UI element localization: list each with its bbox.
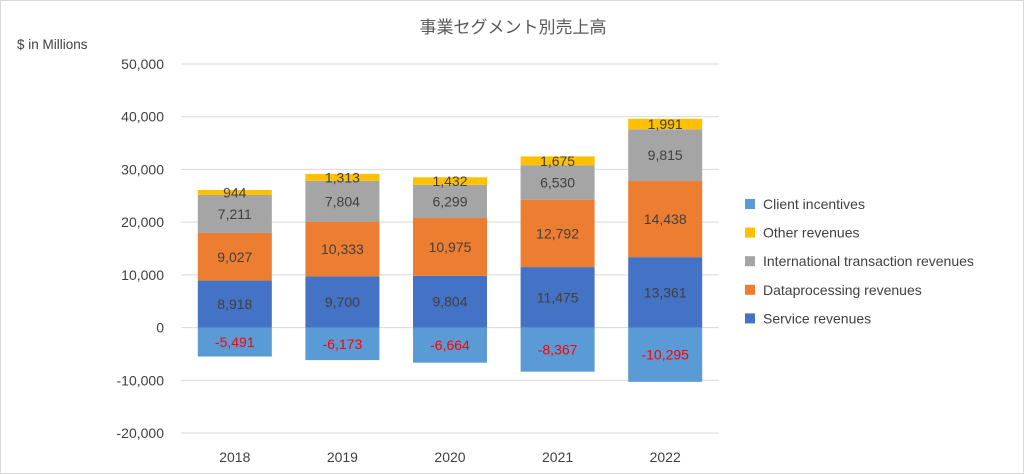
bar-segment [305, 173, 380, 181]
data-label: 1,432 [432, 173, 467, 189]
bar-segment [413, 184, 487, 219]
data-label: 8,918 [217, 296, 252, 312]
data-label: 13,361 [644, 284, 687, 300]
legend-swatch [745, 227, 755, 238]
legend-label: Service revenues [763, 310, 871, 326]
bar-segment [413, 327, 487, 363]
data-label: 1,313 [325, 169, 360, 185]
bar-segment [520, 199, 595, 268]
data-label: 10,975 [429, 239, 472, 255]
bar-segment [520, 267, 595, 328]
bar-segment [520, 327, 595, 372]
data-label: 7,804 [325, 193, 360, 209]
x-tick-label: 2019 [327, 449, 358, 465]
y-tick-label: -20,000 [117, 425, 165, 441]
legend-swatch [745, 199, 755, 209]
y-tick-label: 30,000 [121, 161, 164, 177]
bar-segment [413, 275, 487, 328]
bar-segment [628, 257, 703, 328]
bar-segment [305, 221, 380, 277]
y-tick-label: 20,000 [121, 214, 164, 230]
y-tick-label: -10,000 [117, 372, 165, 388]
y-tick-label: 0 [156, 320, 164, 336]
bar-segment [413, 218, 487, 276]
x-tick-label: 2018 [219, 449, 250, 465]
y-axis-ticks: -20,000 -10,000 0 10,000 20,000 30,000 40,000 5… [117, 56, 165, 441]
x-tick-label: 2022 [650, 449, 681, 465]
y-axis-unit-label: $ in Millions [17, 37, 88, 52]
data-label: 944 [223, 184, 247, 200]
y-tick-label: 50,000 [121, 56, 164, 72]
legend-swatch [745, 313, 755, 324]
data-label: 10,333 [321, 241, 364, 257]
data-label: 6,530 [540, 174, 575, 190]
data-label: 12,792 [536, 225, 579, 241]
data-label: 11,475 [537, 289, 579, 305]
bar-segment [197, 280, 272, 328]
data-label: -10,295 [641, 347, 689, 363]
legend-swatch [745, 256, 755, 267]
data-label: 6,299 [432, 193, 467, 209]
data-label: -8,367 [538, 342, 578, 358]
bar-segment [520, 165, 595, 200]
data-label: 14,438 [644, 211, 687, 227]
bar-segment [305, 180, 380, 222]
data-label: 9,815 [648, 147, 683, 163]
data-label: -6,664 [430, 337, 470, 353]
data-labels: 8,918 9,027 7,211 944 -5,491 9,700 10,333 7,804… [215, 116, 689, 363]
x-tick-label: 2020 [434, 449, 465, 465]
legend-label: Client incentives [763, 196, 865, 212]
bar-segment [628, 181, 703, 258]
bar-segment [305, 327, 380, 361]
bar-segment [197, 194, 272, 233]
bar-segment [628, 129, 703, 182]
bar-segment [197, 189, 272, 195]
bar-segment [628, 327, 703, 382]
bar-segment [520, 156, 595, 166]
data-label: 1,675 [540, 153, 575, 169]
bar-segment [197, 327, 272, 357]
legend-swatch [745, 284, 755, 295]
legend: Client incentives Other revenues Internati… [745, 196, 974, 326]
bar-segment [628, 118, 703, 130]
bar-segment [305, 276, 380, 328]
legend-label: International transaction revenues [763, 253, 974, 269]
y-tick-label: 40,000 [121, 109, 164, 125]
x-axis-ticks: 2018 2019 2020 2021 2022 [219, 449, 681, 465]
bar-segment [413, 177, 487, 185]
data-label: -6,173 [323, 336, 363, 352]
data-label: 7,211 [218, 206, 252, 222]
data-label: 9,027 [217, 249, 252, 265]
legend-label: Other revenues [763, 225, 860, 241]
chart-title: 事業セグメント別売上高 [420, 18, 607, 38]
data-label: 9,804 [432, 294, 467, 310]
y-tick-label: 10,000 [121, 267, 164, 283]
legend-label: Dataprocessing revenues [763, 282, 922, 298]
bar-segment [197, 232, 272, 281]
data-label: -5,491 [215, 334, 255, 350]
bars [197, 118, 703, 382]
data-label: 9,700 [325, 294, 360, 310]
data-label: 1,991 [648, 116, 683, 132]
x-tick-label: 2021 [542, 449, 573, 465]
